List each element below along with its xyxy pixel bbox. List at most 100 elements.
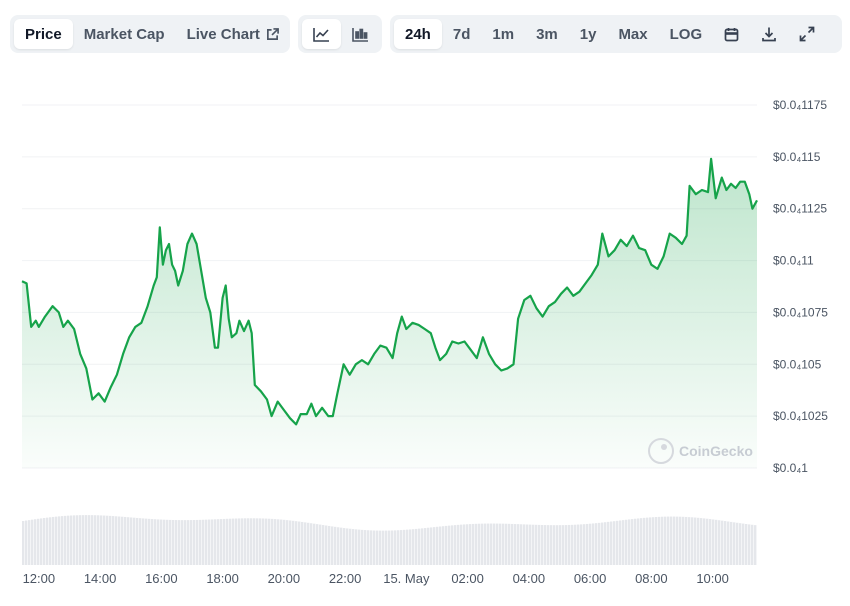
volume-bar <box>196 519 199 565</box>
volume-bar <box>97 515 100 565</box>
volume-bar <box>544 525 547 565</box>
volume-bar <box>124 516 127 565</box>
volume-bar <box>310 523 313 565</box>
volume-bar <box>445 525 448 565</box>
volume-bar <box>262 518 265 565</box>
volume-bar <box>208 519 211 565</box>
volume-bar <box>535 524 538 565</box>
volume-bar <box>667 516 670 565</box>
volume-bar <box>664 516 667 565</box>
range-24h-button[interactable]: 24h <box>394 19 442 49</box>
tab-price[interactable]: Price <box>14 19 73 49</box>
x-tick-label: 15. May <box>383 571 430 586</box>
volume-bar <box>496 523 499 565</box>
volume-bar <box>640 518 643 565</box>
volume-bar <box>580 524 583 565</box>
volume-bar <box>550 525 553 565</box>
volume-bar <box>301 521 304 565</box>
volume-bar <box>121 516 124 565</box>
range-1y-button[interactable]: 1y <box>579 25 597 43</box>
volume-bar <box>256 518 259 565</box>
candlestick-chart-button[interactable] <box>341 19 380 49</box>
volume-bar <box>748 524 751 565</box>
volume-bar <box>259 518 262 565</box>
volume-bar <box>724 521 727 565</box>
volume-bar <box>442 526 445 565</box>
volume-bar <box>289 520 292 565</box>
range-group: 24h 7d 1m 3m 1y Max LOG <box>390 15 842 53</box>
calendar-button[interactable] <box>713 19 750 49</box>
volume-bar <box>82 515 85 565</box>
volume-bar <box>100 515 103 565</box>
volume-bar <box>163 519 166 565</box>
coingecko-logo-icon <box>648 438 674 464</box>
tab-market-cap[interactable]: Market Cap <box>83 25 165 43</box>
volume-bar <box>694 517 697 565</box>
range-max-button[interactable]: Max <box>618 25 648 43</box>
tab-live-chart[interactable]: Live Chart <box>176 19 290 49</box>
volume-bar <box>70 515 73 565</box>
volume-bar <box>403 529 406 565</box>
volume-bar <box>706 518 709 565</box>
volume-bar <box>472 523 475 565</box>
volume-bar <box>109 515 112 565</box>
volume-bar <box>277 519 280 565</box>
volume-bar <box>325 525 328 565</box>
volume-bar <box>574 524 577 565</box>
line-chart-icon <box>313 27 330 42</box>
volume-bar <box>730 521 733 565</box>
y-tick-label: $0.0₄1025 <box>773 409 828 423</box>
range-1m-button[interactable]: 1m <box>492 25 515 43</box>
volume-bar <box>115 516 118 565</box>
volume-bar <box>52 516 55 565</box>
volume-bar <box>118 516 121 565</box>
volume-bar <box>238 518 241 565</box>
line-chart-button[interactable] <box>302 19 341 49</box>
volume-bar <box>586 523 589 565</box>
y-tick-label: $0.0₄1075 <box>773 305 828 319</box>
volume-bar <box>34 519 37 565</box>
volume-bar <box>283 519 286 565</box>
volume-bar <box>55 516 58 565</box>
volume-bar <box>214 519 217 565</box>
volume-bar <box>298 521 301 565</box>
volume-bar <box>613 521 616 565</box>
volume-bar <box>451 525 454 565</box>
volume-bar <box>583 524 586 565</box>
volume-bar <box>547 525 550 565</box>
fullscreen-button[interactable] <box>788 19 826 49</box>
x-tick-label: 10:00 <box>696 571 729 586</box>
volume-bar <box>103 515 106 565</box>
volume-bar <box>481 523 484 565</box>
range-7d-button[interactable]: 7d <box>452 25 471 43</box>
y-tick-label: $0.0₄1175 <box>773 98 827 112</box>
volume-bar <box>592 523 595 565</box>
chart-type-group <box>298 15 382 53</box>
volume-bar <box>154 519 157 565</box>
volume-bar <box>385 530 388 565</box>
volume-bar <box>112 516 115 565</box>
volume-bar <box>64 515 67 565</box>
volume-bar <box>400 530 403 565</box>
volume-bar <box>559 525 562 565</box>
volume-bar <box>391 530 394 565</box>
volume-bar <box>349 528 352 565</box>
volume-bar <box>178 520 181 565</box>
volume-bar <box>190 520 193 565</box>
volume-bar <box>469 524 472 565</box>
volume-bar <box>217 519 220 565</box>
range-3m-button[interactable]: 3m <box>536 25 558 43</box>
volume-bar <box>394 530 397 565</box>
volume-bar <box>424 528 427 565</box>
x-tick-label: 14:00 <box>84 571 117 586</box>
y-tick-label: $0.0₄1 <box>773 461 808 475</box>
volume-bar <box>334 526 337 565</box>
volume-bar <box>328 525 331 565</box>
price-area-fill <box>22 158 757 468</box>
volume-bar <box>226 518 229 565</box>
download-button[interactable] <box>750 19 788 49</box>
volume-bar <box>223 518 226 565</box>
log-scale-button[interactable]: LOG <box>669 25 703 43</box>
fullscreen-icon <box>799 26 815 42</box>
